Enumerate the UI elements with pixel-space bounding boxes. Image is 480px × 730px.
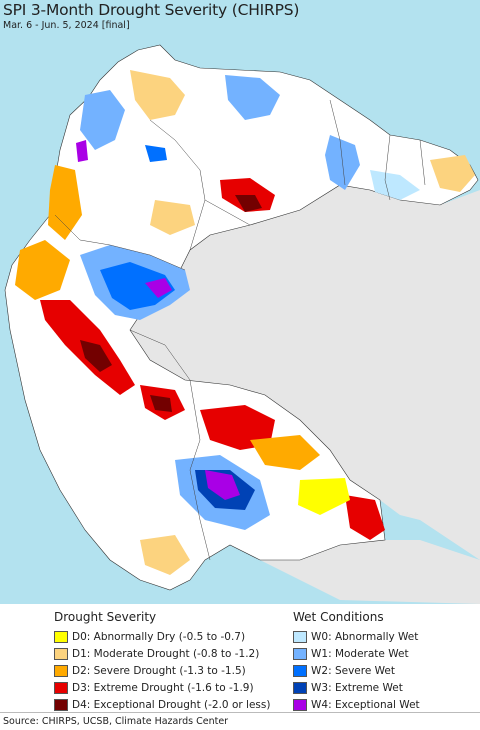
legend-item-w3: W3: Extreme Wet — [293, 679, 420, 696]
drought-colombia-center — [150, 200, 195, 235]
drought-legend: Drought Severity D0: Abnormally Dry (-0.… — [54, 610, 270, 713]
drought-venezuela-south-d4 — [235, 195, 262, 212]
drought-peru-south — [140, 535, 190, 575]
drought-bolivia-yellow — [298, 478, 350, 515]
swatch-d3 — [54, 681, 68, 694]
title-block: SPI 3-Month Drought Severity (CHIRPS) Ma… — [3, 0, 299, 31]
drought-bolivia-north — [200, 405, 275, 450]
legend-item-d3: D3: Extreme Drought (-1.6 to -1.9) — [54, 679, 270, 696]
legend-item-d0: D0: Abnormally Dry (-0.5 to -0.7) — [54, 628, 270, 645]
swatch-w3 — [293, 681, 307, 694]
drought-peru-d4 — [80, 340, 112, 372]
wet-guiana-east — [370, 170, 420, 200]
legend: Drought Severity D0: Abnormally Dry (-0.… — [0, 604, 480, 712]
legend-item-d2: D2: Severe Drought (-1.3 to -1.5) — [54, 662, 270, 679]
swatch-d1 — [54, 647, 68, 660]
swatch-w4 — [293, 698, 307, 711]
legend-label-d2: D2: Severe Drought (-1.3 to -1.5) — [72, 664, 246, 677]
wet-legend-heading: Wet Conditions — [293, 610, 384, 624]
outside-region — [130, 185, 480, 560]
drought-legend-heading: Drought Severity — [54, 610, 157, 624]
wet-central-exceptional — [145, 278, 172, 298]
legend-item-d4: D4: Exceptional Drought (-2.0 or less) — [54, 696, 270, 713]
wet-central-strong — [100, 262, 175, 310]
drought-bolivia-north-orange — [250, 435, 320, 470]
legend-item-d1: D1: Moderate Drought (-0.8 to -1.2) — [54, 645, 270, 662]
legend-label-w0: W0: Abnormally Wet — [311, 630, 419, 643]
swatch-d2 — [54, 664, 68, 677]
legend-item-w1: W1: Moderate Wet — [293, 645, 420, 662]
legend-item-w0: W0: Abnormally Wet — [293, 628, 420, 645]
map-svg — [0, 0, 480, 604]
swatch-w1 — [293, 647, 307, 660]
legend-label-d4: D4: Exceptional Drought (-2.0 or less) — [72, 698, 271, 711]
drought-bolivia-east — [345, 495, 385, 540]
wet-legend: Wet Conditions W0: Abnormally Wet W1: Mo… — [293, 610, 420, 713]
wet-venezuela — [225, 75, 280, 120]
swatch-w2 — [293, 664, 307, 677]
legend-label-w4: W4: Exceptional Wet — [311, 698, 420, 711]
legend-label-w1: W1: Moderate Wet — [311, 647, 409, 660]
drought-peru-d4-central — [150, 395, 172, 412]
wet-colombia-center — [145, 145, 167, 162]
legend-label-d0: D0: Abnormally Dry (-0.5 to -0.7) — [72, 630, 246, 643]
swatch-w0 — [293, 630, 307, 643]
legend-label-d3: D3: Extreme Drought (-1.6 to -1.9) — [72, 681, 254, 694]
source-credit: Source: CHIRPS, UCSB, Climate Hazards Ce… — [3, 716, 229, 727]
land-north — [4, 44, 479, 591]
wet-colombia-exceptional — [76, 140, 88, 162]
drought-map — [0, 0, 480, 604]
borders — [54, 99, 426, 561]
legend-label-d1: D1: Moderate Drought (-0.8 to -1.2) — [72, 647, 260, 660]
drought-colombia-north — [130, 70, 185, 120]
legend-item-w2: W2: Severe Wet — [293, 662, 420, 679]
map-subtitle: Mar. 6 - Jun. 5, 2024 [final] — [3, 20, 130, 31]
map-title: SPI 3-Month Drought Severity (CHIRPS) — [3, 1, 300, 19]
drought-colombia-west — [48, 165, 82, 240]
legend-label-w3: W3: Extreme Wet — [311, 681, 403, 694]
outside-south — [230, 540, 480, 604]
legend-item-w4: W4: Exceptional Wet — [293, 696, 420, 713]
drought-guiana-east — [430, 155, 475, 192]
drought-ecuador — [15, 240, 70, 300]
swatch-d0 — [54, 630, 68, 643]
legend-label-w2: W2: Severe Wet — [311, 664, 395, 677]
wet-bolivia-exceptional — [205, 470, 240, 500]
wet-colombia-west — [80, 90, 125, 150]
source-bar: Source: CHIRPS, UCSB, Climate Hazards Ce… — [0, 712, 480, 730]
swatch-d4 — [54, 698, 68, 711]
